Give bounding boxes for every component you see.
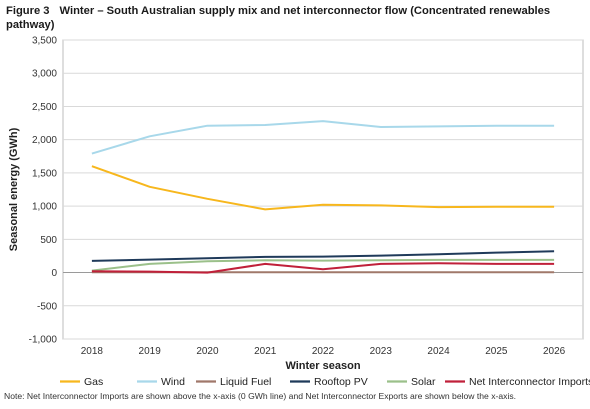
plot-border <box>62 39 584 340</box>
x-axis-ticks: 2018 2019 2020 2021 2022 2023 2024 2025 2026 <box>81 346 566 357</box>
x-tick-label: 2026 <box>543 346 566 357</box>
y-tick-label: 1,000 <box>32 202 57 213</box>
x-tick-label: 2025 <box>485 346 508 357</box>
legend-label-rooftop-pv: Rooftop PV <box>314 376 368 388</box>
y-tick-label: -1,000 <box>29 335 58 346</box>
y-tick-label: 0 <box>51 268 57 279</box>
x-tick-label: 2023 <box>370 346 393 357</box>
series-lines <box>91 120 555 274</box>
y-tick-label: 1,500 <box>32 168 57 179</box>
footnote: Note: Net Interconnector Imports are sho… <box>4 391 517 401</box>
plot-area <box>62 39 584 340</box>
legend-label-gas: Gas <box>84 376 103 388</box>
series-line-rooftop-pv <box>91 250 555 262</box>
chart-title: Figure 3 Winter – South Australian supply… <box>6 4 584 32</box>
y-axis-title: Seasonal energy (GWh) <box>8 127 20 251</box>
figure-title: Winter – South Australian supply mix and… <box>6 5 551 31</box>
x-tick-label: 2021 <box>254 346 277 357</box>
legend-label-solar: Solar <box>411 376 436 388</box>
series-line-wind <box>91 120 555 155</box>
y-tick-label: 500 <box>40 235 57 246</box>
x-tick-label: 2019 <box>139 346 162 357</box>
legend-label-net-interconnector-imports-exports: Net Interconnector Imports/Exports <box>469 376 590 388</box>
y-axis-ticks: -1,000 -500 0 500 1,000 1,500 2,000 2,500 3,000 3… <box>29 36 58 346</box>
y-tick-label: 3,000 <box>32 69 57 80</box>
y-tick-label: 3,500 <box>32 36 57 47</box>
series-line-gas <box>91 165 555 211</box>
y-tick-label: 2,000 <box>32 135 57 146</box>
x-tick-label: 2024 <box>427 346 450 357</box>
x-tick-label: 2022 <box>312 346 335 357</box>
series-line-net-interconnector-imports-exports <box>91 262 555 274</box>
legend-label-liquid-fuel: Liquid Fuel <box>220 376 271 388</box>
legend-label-wind: Wind <box>161 376 185 388</box>
x-tick-label: 2018 <box>81 346 104 357</box>
legend: Gas Wind Liquid Fuel Rooftop PV Solar Net Int… <box>60 376 590 388</box>
y-tick-label: 2,500 <box>32 102 57 113</box>
figure-label: Figure 3 <box>6 5 50 17</box>
x-tick-label: 2020 <box>196 346 219 357</box>
y-tick-label: -500 <box>37 301 57 312</box>
x-axis-title: Winter season <box>285 360 360 372</box>
series-line-solar <box>91 258 555 272</box>
